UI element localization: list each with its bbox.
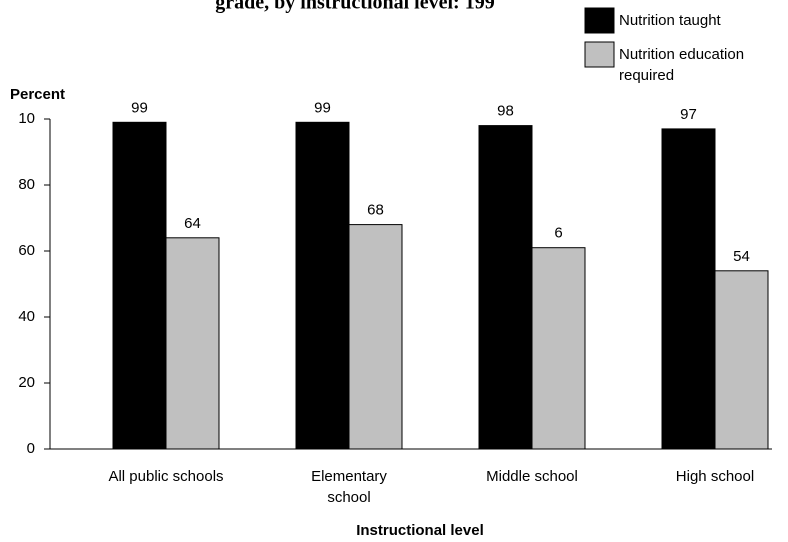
data-label: 6 xyxy=(554,225,562,242)
x-axis-label: Instructional level xyxy=(356,522,484,539)
y-tick-label: 40 xyxy=(18,308,35,325)
data-label: 68 xyxy=(367,202,384,219)
x-tick-label: Middle school xyxy=(486,468,578,485)
data-label: 98 xyxy=(497,103,514,120)
chart-title: grade, by instructional level: 199 xyxy=(215,0,494,14)
data-label: 97 xyxy=(680,106,697,123)
bar xyxy=(531,247,586,450)
y-tick-label: 80 xyxy=(18,176,35,193)
legend-swatch xyxy=(584,41,615,68)
bar xyxy=(295,121,350,450)
legend-label: Nutrition education required xyxy=(619,46,745,84)
y-tick-label: 0 xyxy=(27,440,35,457)
x-tick-label: All public schools xyxy=(108,468,224,485)
x-tick-label: Elementary school xyxy=(311,468,387,506)
legend-swatch xyxy=(584,7,615,34)
data-label: 99 xyxy=(131,99,148,116)
data-label: 64 xyxy=(184,215,201,232)
bar xyxy=(661,128,716,450)
bar xyxy=(348,224,403,450)
x-tick-label: High school xyxy=(675,468,755,485)
data-label: 99 xyxy=(314,99,331,116)
y-tick-label: 20 xyxy=(18,374,35,391)
bar xyxy=(112,121,167,450)
bar xyxy=(165,237,220,450)
legend-label: Nutrition taught xyxy=(619,12,721,29)
y-axis-label: Percent xyxy=(10,86,65,103)
y-tick-label: 10 xyxy=(18,110,35,127)
bar xyxy=(714,270,769,450)
bar xyxy=(478,125,533,450)
y-tick-label: 60 xyxy=(18,242,35,259)
data-label: 54 xyxy=(733,248,750,265)
